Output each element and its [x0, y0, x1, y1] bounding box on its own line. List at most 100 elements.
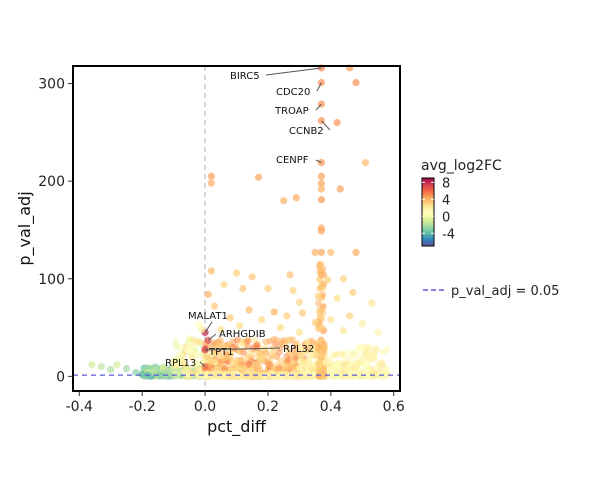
- cluster-point: [269, 347, 277, 355]
- cluster-point: [245, 370, 252, 378]
- data-point: [352, 248, 360, 257]
- x-tick-label: 0.6: [383, 399, 405, 415]
- data-point: [182, 364, 190, 373]
- data-point: [361, 159, 370, 167]
- data-point: [333, 294, 341, 302]
- cluster-point: [216, 370, 224, 378]
- cluster-point: [355, 348, 362, 356]
- data-point: [276, 323, 285, 332]
- data-point: [258, 316, 266, 324]
- cluster-point: [365, 365, 373, 373]
- cluster-point: [359, 358, 367, 366]
- x-tick-label: -0.2: [129, 399, 156, 415]
- threshold-legend-label: p_val_adj = 0.05: [451, 284, 559, 299]
- cluster-point: [306, 357, 313, 365]
- gene-label: TROAP: [274, 106, 309, 117]
- threshold-legend: p_val_adj = 0.05: [423, 284, 559, 299]
- y-axis: 0 100 200 300: [38, 77, 73, 385]
- gene-label: ARHGDIB: [219, 329, 266, 340]
- data-point: [113, 361, 121, 369]
- data-point: [210, 302, 219, 310]
- cluster-point: [373, 363, 381, 370]
- cluster-point: [346, 361, 354, 369]
- cluster-point: [379, 348, 387, 356]
- y-tick-label: 100: [38, 272, 65, 288]
- data-point: [248, 273, 256, 281]
- data-point: [176, 351, 184, 359]
- gene-label: TPT1: [208, 347, 234, 358]
- cluster-point: [320, 349, 328, 356]
- data-point: [339, 275, 348, 283]
- data-point: [280, 197, 288, 205]
- data-point: [138, 370, 146, 379]
- data-point: [358, 320, 366, 328]
- cluster-point: [269, 372, 277, 380]
- cluster-point: [251, 350, 259, 358]
- cluster-point: [338, 350, 346, 358]
- cluster-point: [299, 361, 307, 368]
- cluster-point: [233, 336, 241, 344]
- data-point: [97, 363, 105, 371]
- data-point: [327, 316, 335, 324]
- cluster-point: [245, 360, 253, 368]
- data-point: [163, 370, 171, 379]
- data-point: [333, 119, 341, 127]
- data-point: [239, 284, 247, 293]
- cluster-point: [360, 343, 368, 351]
- cluster-point: [289, 363, 297, 371]
- data-point: [295, 298, 303, 306]
- data-point: [88, 361, 96, 369]
- cluster-point: [283, 352, 291, 360]
- cluster-point: [318, 315, 326, 323]
- y-tick-label: 300: [38, 77, 65, 93]
- data-point: [336, 185, 344, 193]
- colorbar-tick-label: 4: [442, 193, 450, 208]
- data-point: [254, 173, 263, 181]
- cluster-point: [230, 370, 238, 378]
- cluster-point: [277, 357, 285, 365]
- label-leader-line: [265, 67, 322, 76]
- cluster-point: [139, 365, 147, 372]
- data-point: [298, 309, 307, 317]
- data-point: [317, 227, 325, 235]
- data-point: [195, 321, 203, 329]
- data-point: [236, 322, 244, 330]
- data-point: [346, 312, 354, 320]
- cluster-point: [207, 358, 215, 365]
- cluster-point: [219, 354, 227, 362]
- label-leader-line: [315, 103, 322, 111]
- data-point: [317, 185, 325, 193]
- cluster-point: [355, 343, 363, 351]
- cluster-point: [334, 372, 342, 380]
- x-tick-label: 0.0: [194, 399, 216, 415]
- panel-border: [72, 65, 401, 392]
- y-axis-title: p_val_adj: [15, 191, 35, 265]
- cluster-point: [348, 371, 356, 379]
- data-point: [192, 361, 200, 369]
- gene-labels: BIRC5 CDC20 TROAP CCNB2 CENPF MALAT1 ARHGDIB TP…: [165, 67, 331, 369]
- data-point: [317, 323, 325, 332]
- cluster-point: [286, 337, 294, 344]
- data-point: [317, 248, 325, 257]
- cluster-point: [262, 338, 270, 346]
- cluster-point: [244, 337, 252, 345]
- cluster-point: [371, 344, 379, 352]
- data-point: [283, 312, 291, 320]
- gene-label: RPL13: [165, 358, 196, 369]
- data-point: [264, 284, 272, 293]
- cluster-point: [173, 359, 181, 367]
- data-point: [311, 319, 319, 327]
- data-point: [368, 299, 376, 307]
- label-leader-line: [205, 347, 281, 351]
- cluster-point: [242, 355, 250, 362]
- data-point: [207, 179, 215, 187]
- data-point: [352, 78, 360, 87]
- data-point: [324, 276, 332, 284]
- cluster-point: [368, 352, 376, 360]
- data-point: [245, 306, 253, 314]
- data-point: [286, 271, 294, 279]
- y-tick-label: 200: [38, 174, 65, 190]
- data-point: [107, 365, 115, 374]
- colorbar: [421, 177, 435, 247]
